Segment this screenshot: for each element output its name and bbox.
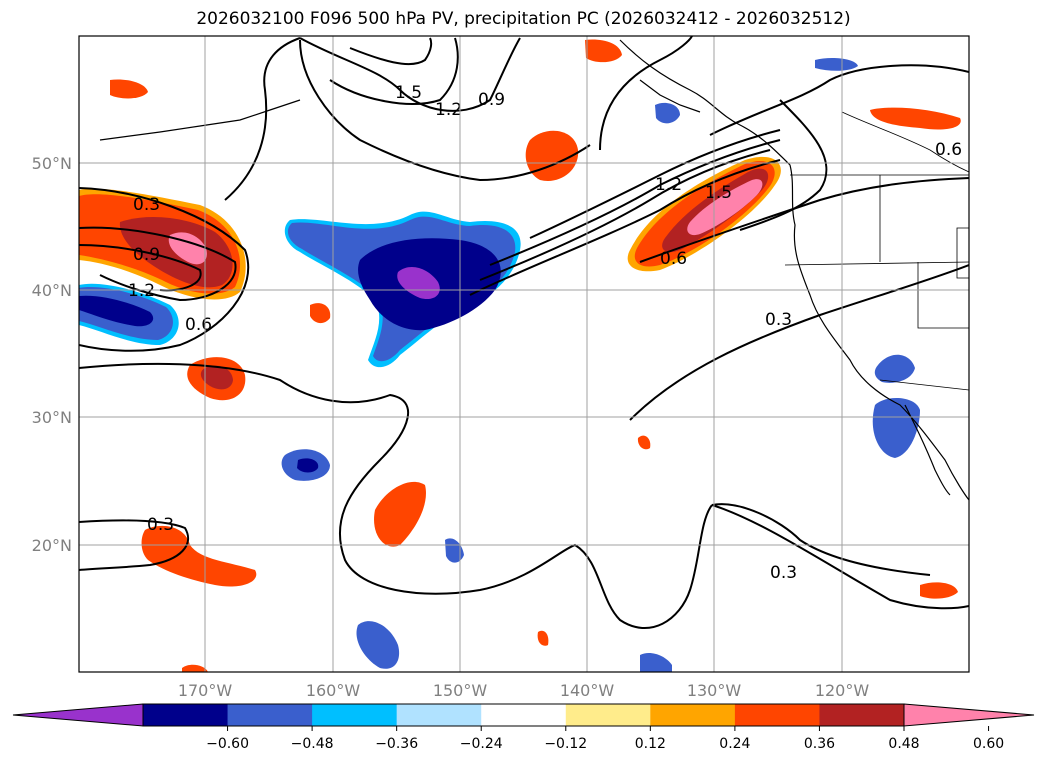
contour-label: 1.5 <box>395 83 422 103</box>
map-title: 2026032100 F096 500 hPa PV, precipitatio… <box>196 9 851 29</box>
contour-label: 0.9 <box>133 245 160 265</box>
colorbar-segment <box>13 704 143 726</box>
coastlines <box>99 39 969 501</box>
colorbar-tick-label: 0.36 <box>804 736 835 752</box>
pv-contours <box>79 36 969 630</box>
contour-labels: 0.3 0.9 1.2 0.6 1.5 1.2 0.9 1.2 1.5 0.6 … <box>128 83 962 583</box>
lat-label: 50°N <box>32 154 72 173</box>
lon-label: 140°W <box>560 681 615 700</box>
colorbar-segment <box>481 704 567 726</box>
contour-label: 0.3 <box>133 195 160 215</box>
colorbar-tick-label: −0.60 <box>206 736 249 752</box>
colorbar-tick-label: 0.24 <box>719 736 750 752</box>
longitude-labels: 170°W 160°W 150°W 140°W 130°W 120°W <box>178 681 870 700</box>
latitude-labels: 50°N 40°N 30°N 20°N <box>32 154 72 555</box>
colorbar-tick-label: −0.12 <box>544 736 587 752</box>
colorbar-tick-label: 0.60 <box>973 736 1004 752</box>
contour-label: 0.6 <box>935 140 962 160</box>
precipitation-shading <box>79 39 961 672</box>
lon-label: 150°W <box>433 681 488 700</box>
contour-label: 0.6 <box>185 315 212 335</box>
lat-label: 20°N <box>32 536 72 555</box>
colorbar-segment <box>734 704 820 726</box>
colorbar-segment <box>312 704 398 726</box>
colorbar-tick-label: 0.12 <box>635 736 666 752</box>
contour-label: 1.5 <box>705 183 732 203</box>
gridlines <box>79 36 969 672</box>
political-borders <box>784 111 969 391</box>
contour-label: 0.6 <box>660 249 687 269</box>
colorbar-segment <box>565 704 651 726</box>
colorbar-tick-label: −0.36 <box>375 736 418 752</box>
lon-label: 120°W <box>815 681 870 700</box>
contour-label: 0.3 <box>770 563 797 583</box>
colorbar-tick-label: −0.48 <box>291 736 334 752</box>
contour-label: 1.2 <box>655 175 682 195</box>
lat-label: 40°N <box>32 281 72 300</box>
lon-label: 170°W <box>178 681 233 700</box>
colorbar-tick-label: −0.24 <box>460 736 503 752</box>
colorbar-frame <box>142 703 905 727</box>
colorbar-segment <box>819 704 905 726</box>
contour-label: 0.3 <box>147 515 174 535</box>
contour-label: 0.9 <box>478 90 505 110</box>
contour-label: 1.2 <box>128 281 155 301</box>
lon-label: 160°W <box>306 681 361 700</box>
colorbar-segment <box>650 704 736 726</box>
colorbar-segment <box>143 704 229 726</box>
colorbar-tick-label: 0.48 <box>888 736 919 752</box>
colorbar-segment <box>396 704 482 726</box>
colorbar: −0.60 −0.48 −0.36 −0.24 −0.12 0.12 0.24 0.36 0.4… <box>12 703 1035 752</box>
colorbar-ticks: −0.60 −0.48 −0.36 −0.24 −0.12 0.12 0.24 0.36 0.4… <box>206 726 1004 752</box>
contour-label: 1.2 <box>435 100 462 120</box>
lon-label: 130°W <box>687 681 742 700</box>
lat-label: 30°N <box>32 408 72 427</box>
plot-frame <box>78 35 970 673</box>
contour-label: 0.3 <box>765 310 792 330</box>
colorbar-segment <box>227 704 313 726</box>
colorbar-segment <box>904 704 1034 726</box>
colorbar-segments <box>13 704 1034 726</box>
